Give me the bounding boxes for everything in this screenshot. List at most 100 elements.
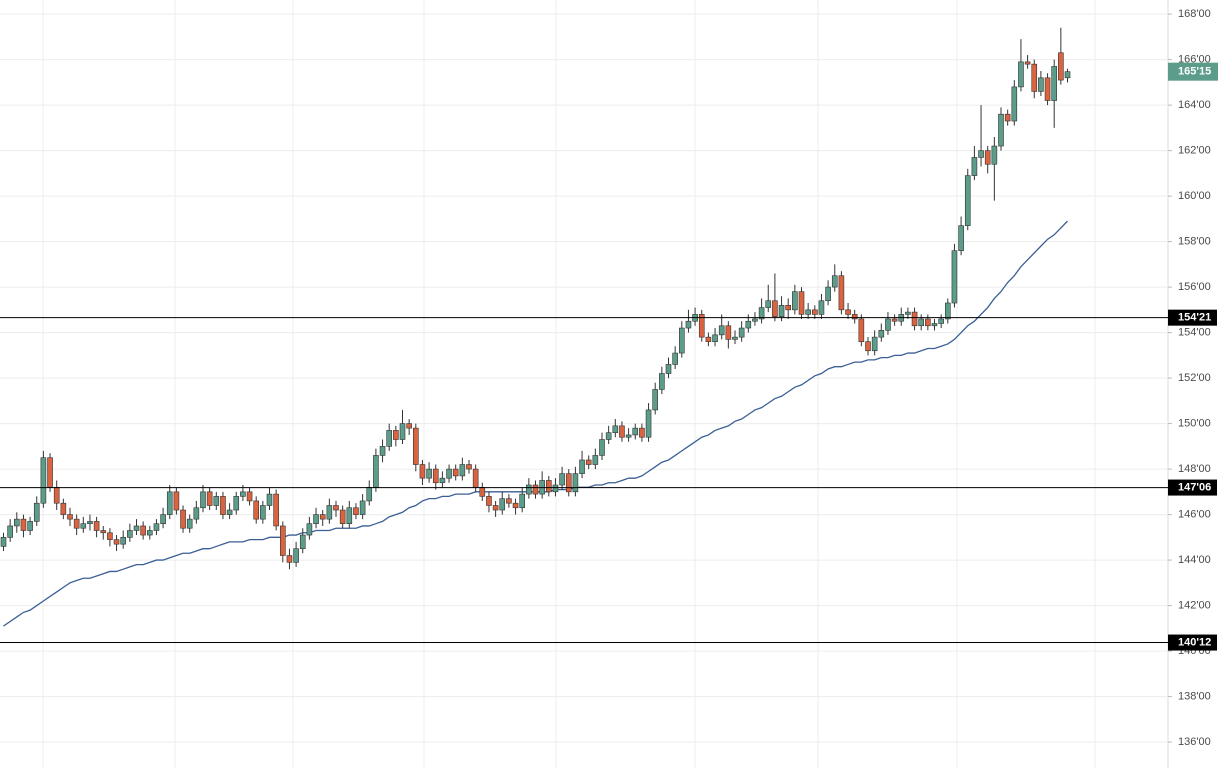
candle-body (878, 330, 885, 338)
candle-body (984, 150, 991, 165)
candle-body (40, 457, 47, 504)
candle-body (792, 291, 798, 311)
candle-body (359, 500, 366, 515)
candle-body (512, 502, 519, 509)
candle-body (725, 325, 732, 340)
candle-body (858, 318, 865, 342)
candle-body (1064, 71, 1071, 79)
candle-body (678, 327, 685, 354)
y-tick-label: 144'00 (1178, 554, 1211, 566)
candle-body (60, 502, 67, 515)
candle-body (406, 423, 412, 429)
candle-body (346, 507, 353, 524)
y-tick-label: 142'00 (1178, 599, 1211, 611)
candle-body (1031, 63, 1038, 92)
candle-body (80, 523, 87, 529)
candle-body (1058, 52, 1064, 81)
candle-body (293, 548, 299, 563)
level-tag (1168, 479, 1217, 496)
candle-body (246, 491, 253, 502)
candle-body (825, 286, 831, 302)
candle-body (632, 427, 639, 436)
candle-body (379, 446, 386, 456)
candle-body (838, 275, 845, 311)
candle-body (605, 432, 612, 440)
candle-body (33, 502, 40, 522)
candle-body (107, 532, 113, 540)
y-tick-label: 136'00 (1178, 736, 1211, 748)
candle-body (73, 518, 80, 529)
candle-body (665, 364, 672, 374)
candle-body (213, 496, 220, 506)
candle-body (486, 496, 492, 506)
candle-body (805, 309, 811, 315)
candle-body (978, 150, 984, 158)
last-price-tag (1168, 62, 1218, 81)
candle-body (925, 318, 931, 327)
candle-body (1004, 113, 1011, 122)
candle-body (958, 225, 964, 251)
candle-body (532, 484, 539, 495)
candle-body (871, 336, 878, 352)
candle-body (220, 496, 226, 515)
y-tick-label: 156'00 (1178, 281, 1211, 293)
candle-body (206, 491, 213, 506)
candle-body (585, 459, 592, 465)
candle-body (319, 514, 326, 520)
candle-body (951, 250, 958, 304)
candle-body (931, 323, 938, 327)
candle-body (772, 300, 778, 317)
y-tick-label: 162'00 (1178, 145, 1211, 157)
candle-body (87, 521, 93, 524)
candle-body (193, 507, 200, 520)
candle-body (971, 157, 978, 176)
candle-body (938, 318, 944, 324)
candle-body (865, 341, 871, 352)
candle-body (412, 427, 419, 465)
candle-body (612, 425, 619, 433)
candle-body (559, 473, 565, 486)
candle-body (572, 473, 579, 493)
candle-body (991, 145, 998, 165)
candle-body (552, 484, 559, 493)
candle-body (891, 318, 898, 322)
y-tick-label: 152'00 (1178, 372, 1211, 384)
candle-body (998, 113, 1004, 147)
candle-body (778, 304, 785, 317)
candle-body (386, 430, 393, 447)
candle-body (53, 486, 60, 504)
candle-body (466, 464, 472, 470)
candle-body (492, 505, 499, 511)
candle-body (14, 518, 20, 527)
candle-body (153, 523, 160, 531)
candle-body (718, 325, 725, 336)
candle-body (732, 336, 738, 340)
candle-body (506, 498, 512, 504)
candle-body (160, 514, 166, 524)
candle-body (545, 480, 552, 493)
candle-body (140, 525, 146, 536)
candle-body (785, 304, 792, 311)
candle-body (426, 468, 432, 479)
level-tag (1168, 309, 1217, 326)
candle-body (1051, 66, 1057, 101)
candle-body (0, 537, 7, 547)
candle-body (472, 468, 479, 488)
candle-body (519, 493, 526, 509)
candle-body (147, 530, 153, 536)
candle-body (339, 509, 346, 524)
candle-body (180, 509, 186, 529)
candle-body (266, 493, 273, 506)
candle-body (333, 505, 339, 511)
candle-body (1044, 77, 1051, 101)
candle-body (27, 521, 33, 531)
candle-body (200, 491, 206, 509)
candle-body (273, 493, 279, 527)
candle-body (851, 314, 858, 320)
candle-body (100, 530, 107, 534)
candle-body (313, 514, 319, 524)
candle-body (918, 318, 925, 327)
candle-body (260, 505, 266, 520)
candle-body (113, 539, 120, 545)
y-tick-label: 160'00 (1178, 190, 1211, 202)
